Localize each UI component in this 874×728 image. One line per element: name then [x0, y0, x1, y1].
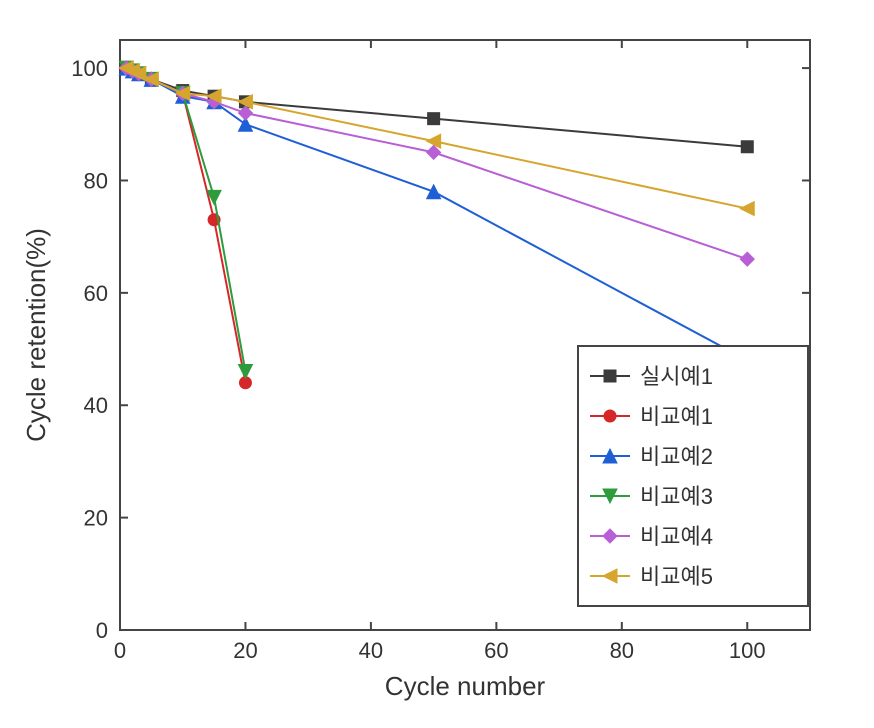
y-tick-label: 100 — [71, 56, 108, 81]
y-tick-label: 40 — [84, 393, 108, 418]
legend: 실시예1 비교예1 비교예2 비교예3 비교예4 비교예5 — [578, 346, 808, 606]
y-tick-label: 0 — [96, 618, 108, 643]
y-tick-label: 60 — [84, 281, 108, 306]
cycle-retention-chart: 0 20 40 60 80 100 0 20 40 60 80 100 Cycle number Cycl… — [0, 0, 874, 728]
x-tick-label: 0 — [114, 638, 126, 663]
legend-item-label: 비교예2 — [640, 444, 713, 469]
y-tick-label: 20 — [84, 506, 108, 531]
y-tick-label: 80 — [84, 168, 108, 193]
x-tick-label: 40 — [359, 638, 383, 663]
x-tick-label: 60 — [484, 638, 508, 663]
legend-item-label: 실시예1 — [640, 364, 713, 389]
x-tick-label: 20 — [233, 638, 257, 663]
x-axis-label: Cycle number — [385, 671, 546, 701]
legend-item-label: 비교예1 — [640, 404, 713, 429]
chart-container: 0 20 40 60 80 100 0 20 40 60 80 100 Cycle number Cycl… — [0, 0, 874, 728]
legend-item-label: 비교예5 — [640, 564, 713, 589]
x-tick-label: 80 — [610, 638, 634, 663]
y-axis-label: Cycle retention(%) — [21, 228, 51, 442]
legend-item-label: 비교예3 — [640, 484, 713, 509]
legend-item-label: 비교예4 — [640, 524, 713, 549]
x-tick-label: 100 — [729, 638, 766, 663]
